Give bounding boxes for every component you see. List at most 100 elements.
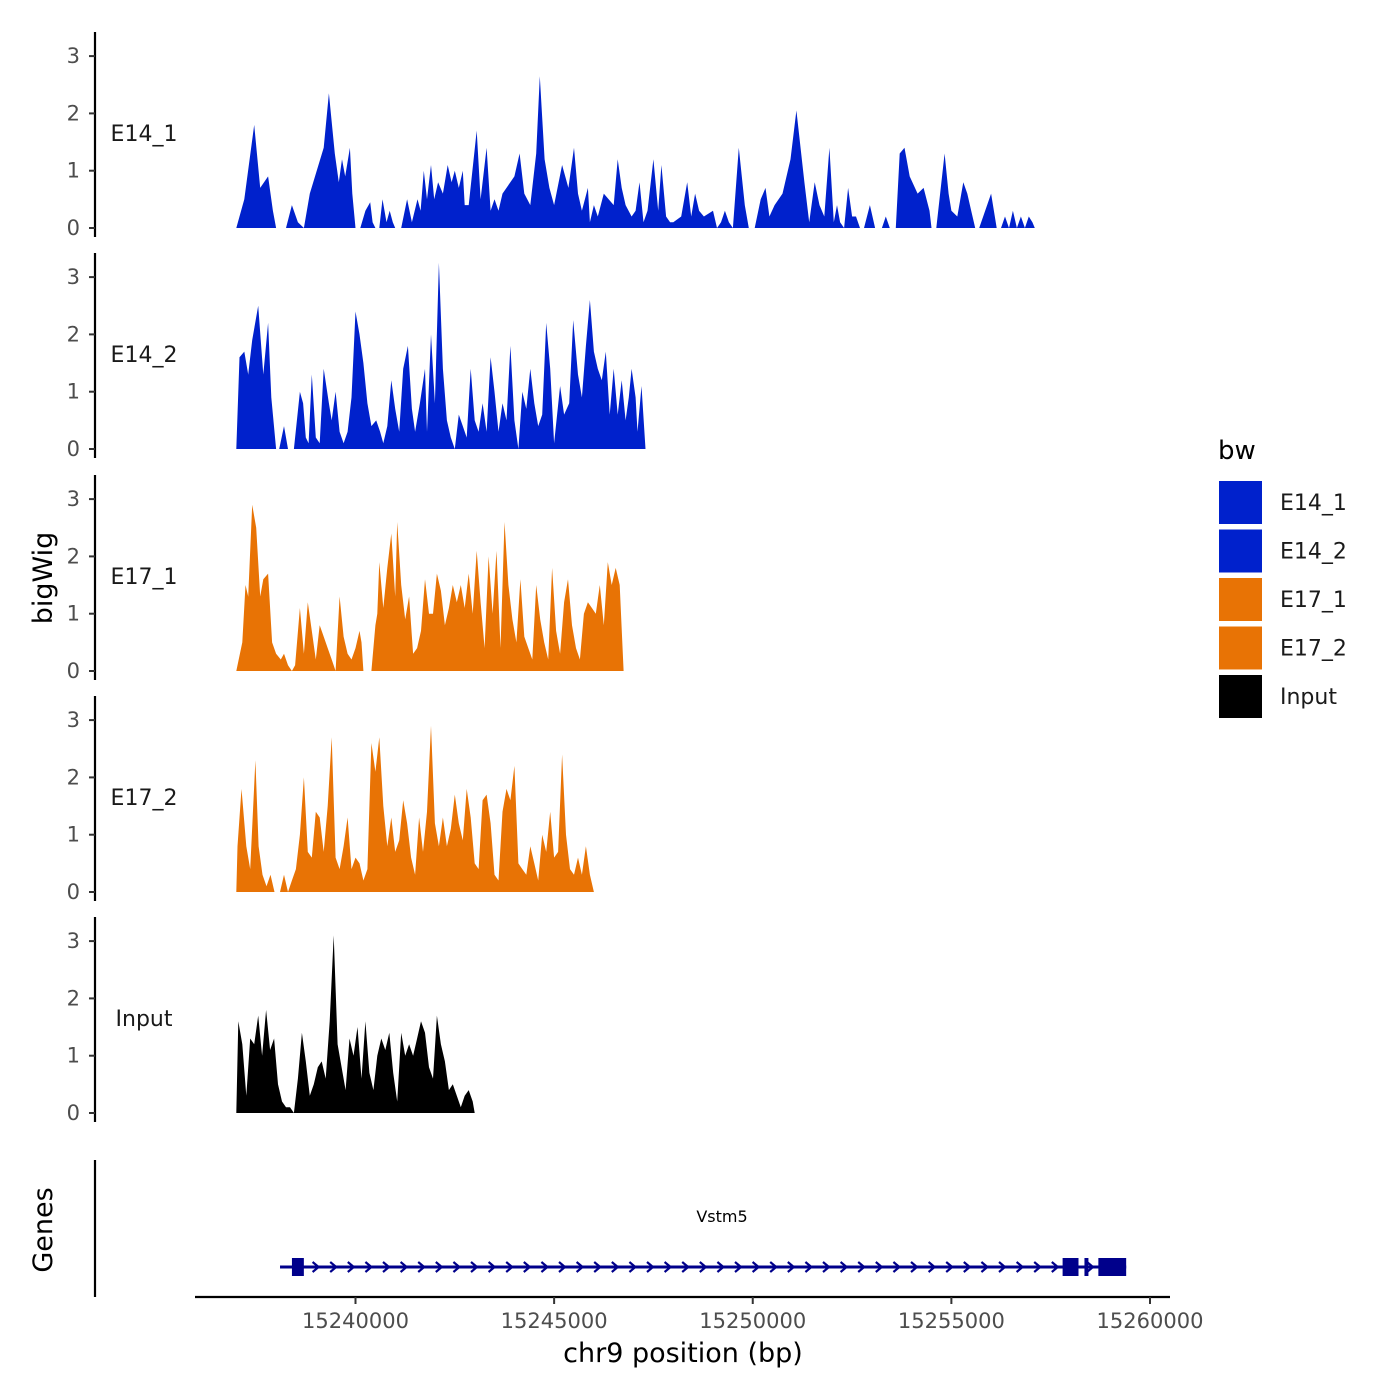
legend-label: E14_2 bbox=[1280, 540, 1347, 565]
strand-arrow bbox=[663, 1261, 673, 1273]
y-tick-label: 0 bbox=[67, 216, 80, 240]
strand-arrow bbox=[487, 1261, 497, 1273]
strand-arrow bbox=[347, 1261, 356, 1273]
track-label: E14_1 bbox=[111, 122, 178, 147]
x-tick-label: 15255000 bbox=[898, 1309, 1005, 1333]
legend-label: E17_2 bbox=[1280, 637, 1347, 662]
strand-arrow bbox=[382, 1261, 391, 1273]
strand-arrow bbox=[470, 1261, 479, 1273]
y-tick-label: 3 bbox=[67, 708, 80, 732]
track-e14-1: 0 1 2 3 E14_1 bbox=[67, 32, 1035, 240]
y-tick-label: 1 bbox=[67, 380, 80, 404]
x-tick-label: 15245000 bbox=[501, 1309, 608, 1333]
strand-arrow bbox=[699, 1261, 708, 1273]
signal-area bbox=[236, 725, 594, 892]
strand-arrow bbox=[839, 1261, 849, 1273]
strand-arrow bbox=[892, 1261, 902, 1273]
strand-arrow bbox=[646, 1261, 655, 1273]
y-tick-label: 2 bbox=[67, 986, 80, 1010]
gene-model: Vstm5 bbox=[280, 1207, 1127, 1276]
strand-arrow bbox=[628, 1261, 638, 1273]
legend-item: E14_2 bbox=[1217, 527, 1347, 575]
strand-arrow bbox=[452, 1261, 462, 1273]
legend: bw E14_1 E14_2 E17_1 E17_2 Input bbox=[1217, 436, 1347, 720]
track-label: Input bbox=[116, 1007, 173, 1032]
y-tick-label: 0 bbox=[67, 880, 80, 904]
y-tick-label: 1 bbox=[67, 1044, 80, 1068]
strand-arrow bbox=[558, 1261, 567, 1273]
x-axis: 15240000 15245000 15250000 15255000 15260000 bbox=[195, 1295, 1204, 1333]
legend-swatch bbox=[1217, 624, 1264, 672]
legend-item: E17_2 bbox=[1217, 624, 1347, 672]
gene-exon bbox=[1084, 1258, 1089, 1276]
gene-exon bbox=[291, 1258, 304, 1276]
strand-arrow bbox=[311, 1261, 321, 1273]
y-tick-label: 2 bbox=[67, 544, 80, 568]
gene-track: Vstm5 bbox=[93, 1160, 1127, 1297]
track-label: E17_2 bbox=[111, 786, 178, 811]
strand-arrow bbox=[787, 1261, 796, 1273]
strand-arrow bbox=[980, 1261, 990, 1273]
signal-area bbox=[236, 262, 646, 449]
y-tick-label: 3 bbox=[67, 44, 80, 68]
strand-arrow bbox=[611, 1261, 620, 1273]
strand-arrow bbox=[822, 1261, 831, 1273]
strand-arrow bbox=[505, 1261, 514, 1273]
y-tick-label: 3 bbox=[67, 929, 80, 953]
legend-swatch bbox=[1217, 576, 1264, 623]
legend-label: E17_1 bbox=[1280, 588, 1347, 613]
strand-arrow bbox=[364, 1261, 374, 1273]
y-axis-title: bigWig bbox=[28, 532, 59, 625]
strand-arrow bbox=[1033, 1261, 1042, 1273]
strand-arrow bbox=[734, 1261, 743, 1273]
strand-arrow bbox=[1051, 1261, 1060, 1273]
strand-arrow bbox=[1015, 1261, 1025, 1273]
track-e17-1: 0 1 2 3 E17_1 bbox=[67, 475, 624, 683]
track-label: E17_1 bbox=[111, 565, 178, 590]
y-tick-label: 3 bbox=[67, 487, 80, 511]
strand-arrow bbox=[998, 1261, 1007, 1273]
strand-arrow bbox=[963, 1261, 972, 1273]
track-input: 0 1 2 3 Input bbox=[67, 917, 475, 1125]
strand-arrow bbox=[857, 1261, 866, 1273]
gene-exon bbox=[1062, 1258, 1079, 1276]
strand-arrow bbox=[716, 1261, 726, 1273]
track-e17-2: 0 1 2 3 E17_2 bbox=[67, 696, 594, 904]
strand-arrow bbox=[927, 1261, 937, 1273]
y-tick-label: 0 bbox=[67, 437, 80, 461]
legend-label: Input bbox=[1280, 685, 1337, 710]
strand-arrow bbox=[910, 1261, 919, 1273]
signal-area bbox=[236, 935, 475, 1113]
y-tick-label: 1 bbox=[67, 602, 80, 626]
strand-arrow bbox=[329, 1261, 338, 1273]
signal-area bbox=[236, 504, 624, 671]
legend-item: E17_1 bbox=[1217, 576, 1347, 623]
y-tick-label: 1 bbox=[67, 159, 80, 183]
x-tick-label: 15240000 bbox=[302, 1309, 409, 1333]
x-axis-title: chr9 position (bp) bbox=[563, 1338, 803, 1369]
legend-swatch bbox=[1217, 673, 1264, 720]
genes-axis-title: Genes bbox=[28, 1187, 59, 1272]
legend-label: E14_1 bbox=[1280, 491, 1347, 516]
strand-arrow bbox=[681, 1261, 690, 1273]
legend-swatch bbox=[1217, 527, 1264, 575]
strand-arrow bbox=[399, 1261, 409, 1273]
legend-item: E14_1 bbox=[1217, 479, 1347, 526]
y-tick-label: 2 bbox=[67, 101, 80, 125]
strand-arrow bbox=[751, 1261, 761, 1273]
y-tick-label: 2 bbox=[67, 765, 80, 789]
y-tick-label: 0 bbox=[67, 659, 80, 683]
strand-arrow bbox=[1086, 1261, 1095, 1273]
legend-item: Input bbox=[1217, 673, 1337, 720]
strand-arrow bbox=[769, 1261, 778, 1273]
strand-arrow bbox=[575, 1261, 585, 1273]
x-tick-label: 15260000 bbox=[1097, 1309, 1204, 1333]
strand-arrow bbox=[804, 1261, 814, 1273]
strand-arrow bbox=[417, 1261, 426, 1273]
y-tick-label: 1 bbox=[67, 823, 80, 847]
y-tick-label: 3 bbox=[67, 265, 80, 289]
strand-arrow bbox=[875, 1261, 884, 1273]
y-tick-label: 0 bbox=[67, 1101, 80, 1125]
strand-arrow bbox=[523, 1261, 532, 1273]
